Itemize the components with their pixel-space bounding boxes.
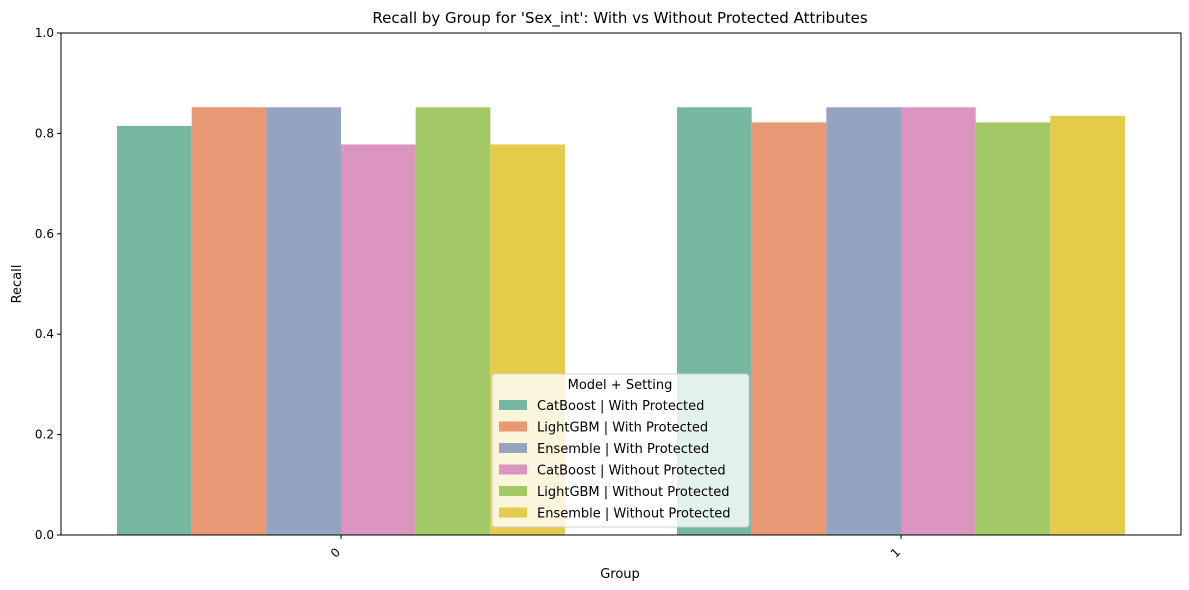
- y-tick-label: 0.0: [35, 528, 54, 542]
- y-axis-label: Recall: [10, 265, 25, 304]
- legend-label: CatBoost | With Protected: [537, 399, 704, 414]
- y-tick-label: 0.6: [35, 227, 54, 241]
- legend-swatch: [499, 443, 527, 453]
- legend-label: LightGBM | Without Protected: [537, 485, 729, 500]
- bar-series-3-group-0: [341, 144, 416, 535]
- y-tick-label: 0.2: [35, 428, 54, 442]
- bar-series-5-group-1: [1050, 115, 1125, 535]
- bar-series-1-group-1: [751, 122, 827, 535]
- legend-swatch: [499, 507, 527, 518]
- y-tick-label: 1.0: [35, 26, 54, 40]
- bar-series-2-group-0: [266, 107, 341, 536]
- bar-series-4-group-0: [415, 107, 491, 536]
- bar-series-0-group-0: [117, 125, 192, 536]
- legend-label: LightGBM | With Protected: [537, 421, 708, 436]
- legend-swatch: [499, 464, 527, 475]
- legend-swatch: [499, 400, 527, 410]
- legend-label: CatBoost | Without Protected: [537, 464, 726, 479]
- x-tick-label: 1: [888, 545, 903, 560]
- x-tick-label: 0: [328, 545, 343, 560]
- bar-series-3-group-1: [901, 107, 976, 536]
- bar-series-1-group-0: [191, 107, 267, 536]
- legend-title: Model + Setting: [568, 378, 673, 393]
- legend: Model + Setting CatBoost | With Protecte…: [491, 373, 750, 528]
- bar-series-4-group-1: [975, 122, 1051, 535]
- y-tick-label: 0.8: [35, 126, 54, 140]
- bars-group: [117, 107, 1125, 536]
- legend-swatch: [499, 421, 527, 432]
- y-tick-label: 0.4: [35, 327, 54, 341]
- chart-title: Recall by Group for 'Sex_int': With vs W…: [372, 9, 867, 28]
- legend-swatch: [499, 486, 527, 496]
- y-axis: 0.0 0.2 0.4 0.6 0.8 1.0: [35, 26, 61, 542]
- plot-frame: [60, 32, 1182, 536]
- legend-label: Ensemble | With Protected: [537, 442, 709, 457]
- x-axis-label: Group: [600, 567, 640, 582]
- legend-items: CatBoost | With Protected LightGBM | With…: [499, 399, 731, 522]
- legend-box: [491, 373, 750, 528]
- legend-label: Ensemble | Without Protected: [537, 507, 731, 522]
- bar-series-2-group-1: [826, 107, 901, 536]
